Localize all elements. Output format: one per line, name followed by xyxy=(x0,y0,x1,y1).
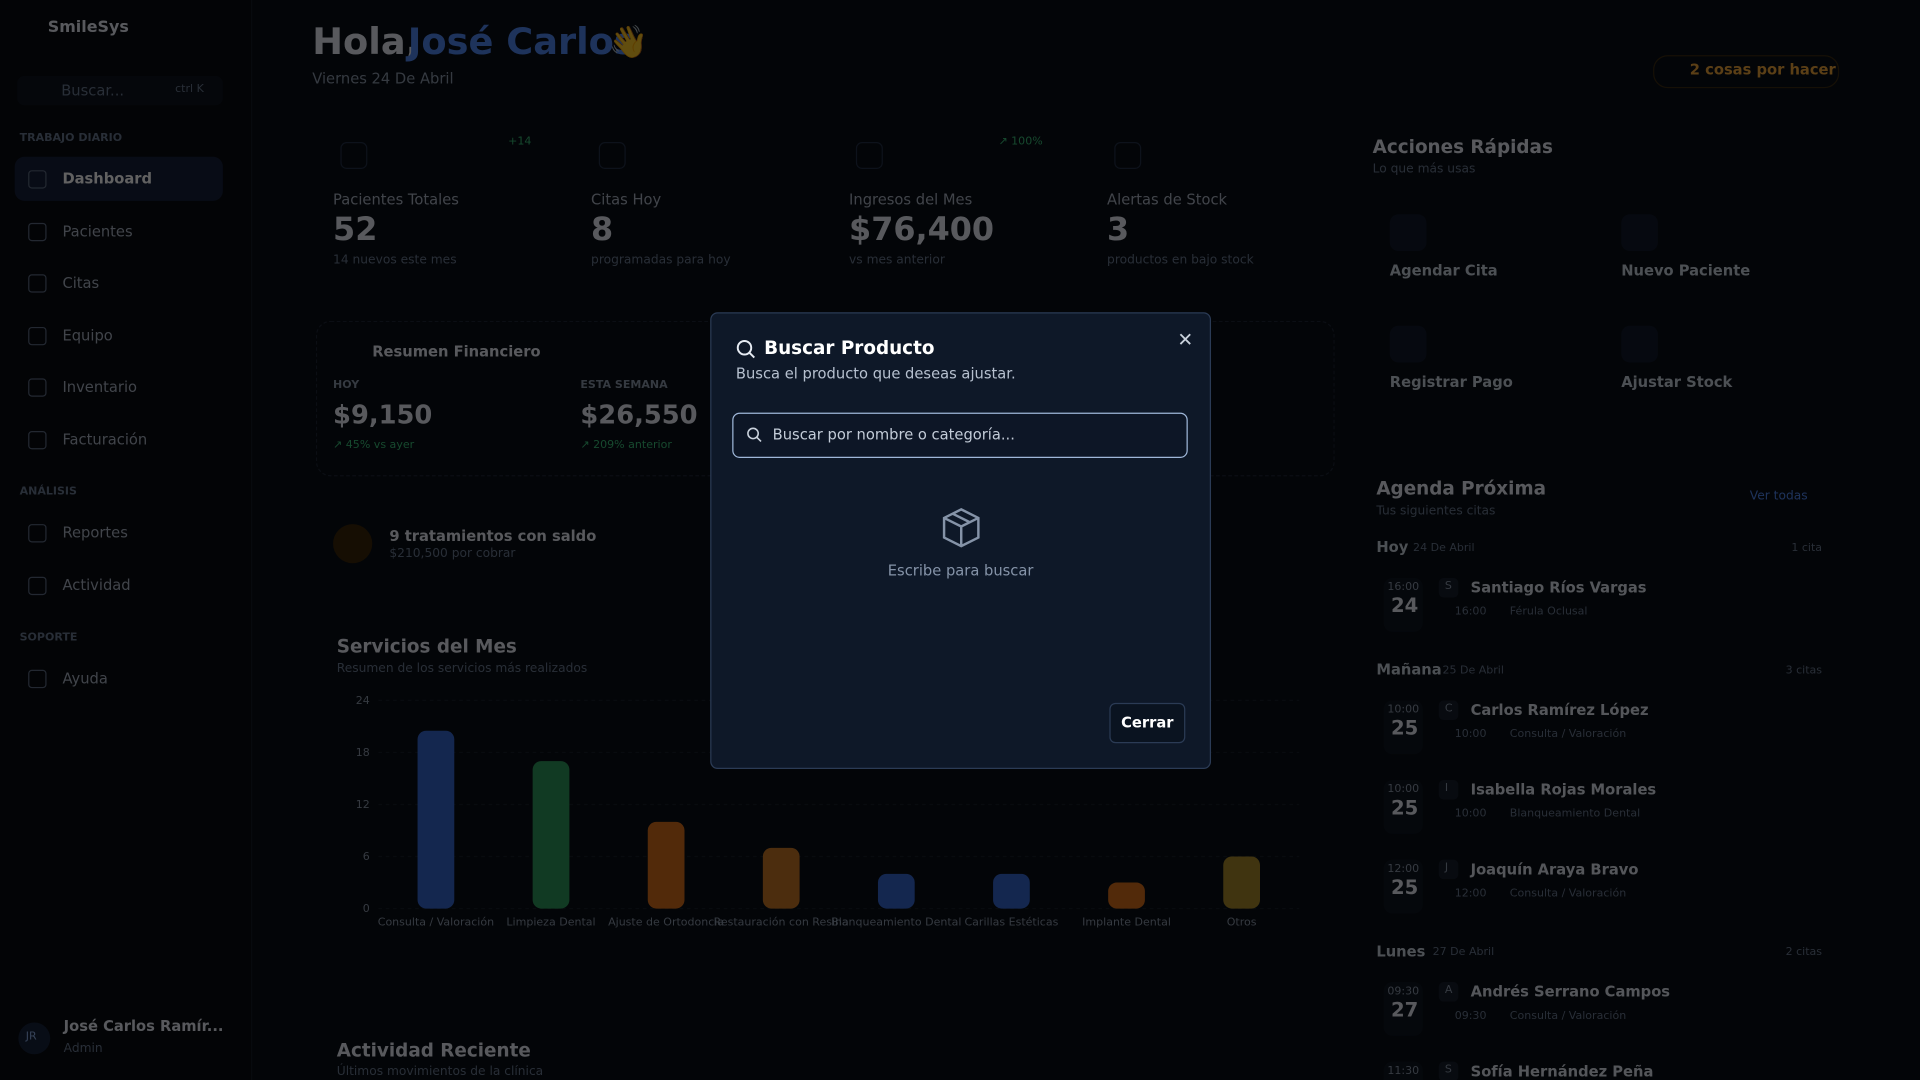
modal-subtitle: Busca el producto que deseas ajustar. xyxy=(735,364,1016,383)
search-product-modal: Buscar Producto Busca el producto que de… xyxy=(710,312,1212,769)
box-icon xyxy=(942,508,980,548)
modal-title: Buscar Producto xyxy=(764,336,935,359)
search-input[interactable]: Buscar por nombre o categoría... xyxy=(732,412,1188,458)
input-placeholder: Buscar por nombre o categoría... xyxy=(772,426,1015,444)
close-x[interactable] xyxy=(1177,331,1194,348)
input-icon xyxy=(747,427,762,442)
search-icon xyxy=(736,340,755,359)
close-button[interactable]: Cerrar xyxy=(1109,702,1186,744)
empty-state: Escribe para buscar xyxy=(887,562,1034,580)
